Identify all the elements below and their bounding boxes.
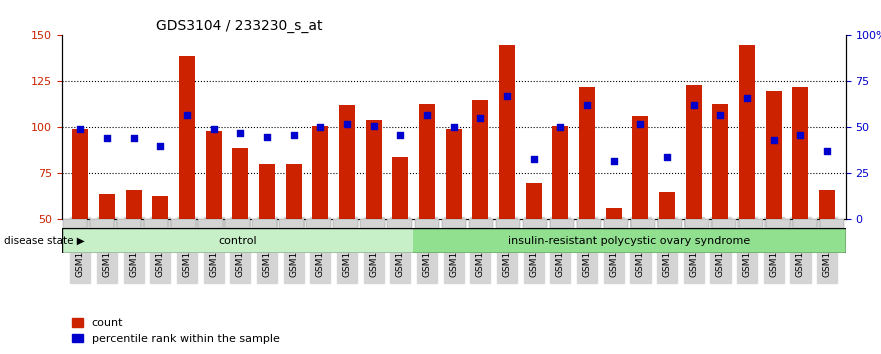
Bar [419,103,435,219]
Point [740,95,754,101]
Bar [72,129,88,219]
Point [127,136,141,141]
FancyBboxPatch shape [415,219,439,228]
Bar [152,195,168,219]
Point [473,115,487,121]
Point [820,149,834,154]
Point [794,132,808,138]
Bar [499,45,515,219]
Bar [472,100,488,219]
FancyBboxPatch shape [793,219,818,228]
Point [553,125,567,130]
Point [207,126,221,132]
Point [766,137,781,143]
FancyBboxPatch shape [144,219,168,228]
Point [393,132,407,138]
Bar [179,56,195,219]
Bar [99,194,115,219]
Point [714,112,728,118]
Bar [446,129,462,219]
Bar [259,164,275,219]
FancyBboxPatch shape [307,219,330,228]
FancyBboxPatch shape [712,219,737,228]
Text: control: control [218,236,256,246]
Point [447,125,461,130]
Point [607,158,621,164]
FancyBboxPatch shape [360,219,385,228]
Point [686,103,700,108]
Bar [526,183,542,219]
FancyBboxPatch shape [496,219,520,228]
Bar [579,87,595,219]
Point [233,130,248,136]
Text: disease state ▶: disease state ▶ [4,236,85,246]
Point [500,93,515,99]
Bar [792,87,809,219]
Point [180,112,194,118]
Bar [366,120,381,219]
FancyBboxPatch shape [388,219,411,228]
FancyBboxPatch shape [820,219,844,228]
Legend: count, percentile rank within the sample: count, percentile rank within the sample [67,314,284,348]
FancyBboxPatch shape [550,219,574,228]
FancyBboxPatch shape [279,219,304,228]
FancyBboxPatch shape [469,219,493,228]
Point [73,126,87,132]
FancyBboxPatch shape [522,219,547,228]
FancyBboxPatch shape [685,219,709,228]
Bar [713,103,729,219]
Point [527,156,541,161]
Bar [552,126,568,219]
FancyBboxPatch shape [252,219,277,228]
FancyBboxPatch shape [198,219,223,228]
Bar [285,164,301,219]
FancyBboxPatch shape [171,219,196,228]
Bar [739,45,755,219]
FancyBboxPatch shape [333,219,358,228]
FancyBboxPatch shape [603,219,628,228]
Bar [819,190,835,219]
Point [580,103,594,108]
FancyBboxPatch shape [441,219,466,228]
Text: insulin-resistant polycystic ovary syndrome: insulin-resistant polycystic ovary syndr… [508,236,751,246]
FancyBboxPatch shape [62,228,413,253]
Point [420,112,434,118]
Point [314,125,328,130]
Point [286,132,300,138]
Bar [392,157,409,219]
FancyBboxPatch shape [90,219,115,228]
Point [633,121,648,127]
Bar [659,192,675,219]
FancyBboxPatch shape [631,219,655,228]
FancyBboxPatch shape [577,219,601,228]
FancyBboxPatch shape [766,219,790,228]
Text: GDS3104 / 233230_s_at: GDS3104 / 233230_s_at [156,19,322,33]
Point [660,154,674,160]
Point [153,143,167,149]
FancyBboxPatch shape [63,219,87,228]
Bar [313,126,329,219]
FancyBboxPatch shape [117,219,142,228]
Bar [606,209,622,219]
Bar [126,190,142,219]
FancyBboxPatch shape [739,219,763,228]
Point [366,123,381,129]
Point [340,121,354,127]
Bar [766,91,781,219]
FancyBboxPatch shape [658,219,682,228]
FancyBboxPatch shape [226,219,249,228]
Bar [633,116,648,219]
Bar [233,148,248,219]
Point [100,136,114,141]
Bar [205,131,222,219]
Bar [339,105,355,219]
Point [260,134,274,139]
Bar [685,85,702,219]
FancyBboxPatch shape [413,228,846,253]
